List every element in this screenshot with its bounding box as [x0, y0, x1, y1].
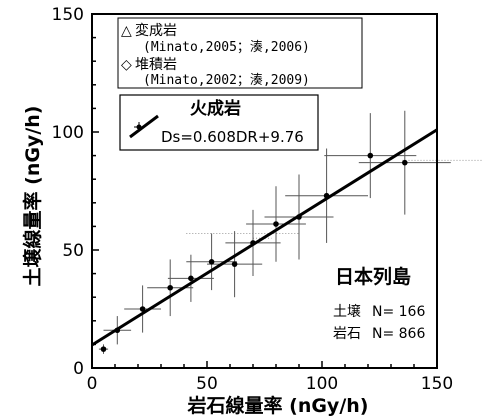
- legend-igneous-label: 火成岩: [190, 98, 241, 119]
- faint-segments: [186, 159, 483, 239]
- axis-ticks: 0 50 100 150 0 50 100 150: [52, 5, 454, 394]
- x-tick-label: 150: [421, 374, 453, 394]
- x-axis-title: 岩石線量率 (nGy/h): [187, 394, 369, 417]
- x-tick-label: 50: [196, 374, 218, 394]
- legend-sedimentary-label: 堆積岩: [135, 57, 177, 73]
- data-point: [402, 159, 408, 166]
- soil-count: N= 166: [372, 304, 425, 320]
- data-point: [167, 284, 173, 291]
- legend-metamorphic-symbol: △: [121, 23, 132, 39]
- regression-equation: Ds=0.608DR+9.76: [161, 128, 304, 146]
- y-tick-label: 100: [52, 123, 84, 143]
- legend-igneous-marker: [136, 124, 142, 130]
- legend-reference: △ 変成岩 (Minato,2005；湊,2006) ◇ 堆積岩 (Minato…: [117, 17, 363, 89]
- data-point: [273, 221, 279, 227]
- plot-frame: [91, 13, 438, 369]
- y-tick-label: 150: [52, 5, 84, 25]
- y-axis-title: 土壌線量率 (nGy/h): [21, 106, 44, 287]
- legend-metamorphic-source: (Minato,2005；湊,2006): [143, 40, 310, 55]
- legend-reference-box: [117, 17, 363, 89]
- data-point: [367, 152, 374, 159]
- data-point: [188, 275, 194, 282]
- soil-label: 土壌: [333, 304, 361, 320]
- x-tick-label: 100: [306, 374, 338, 394]
- legend-sedimentary-symbol: ◇: [121, 57, 132, 73]
- legend-sedimentary-source: (Minato,2002；湊,2009): [143, 73, 310, 88]
- rock-label: 岩石: [333, 326, 361, 342]
- region-label: 日本列島: [335, 265, 411, 288]
- legend-igneous-box: [119, 94, 319, 151]
- data-point: [139, 306, 146, 312]
- data-point: [100, 346, 107, 352]
- legend-igneous: 火成岩 Ds=0.608DR+9.76: [119, 94, 319, 151]
- y-tick-label: 50: [62, 241, 84, 261]
- data-point: [231, 261, 238, 267]
- x-tick-label: 0: [87, 374, 98, 394]
- data-points: [100, 152, 408, 352]
- data-point: [208, 259, 215, 265]
- regression-line: [91, 128, 438, 347]
- legend-metamorphic-label: 変成岩: [135, 22, 177, 39]
- y-tick-label: 0: [73, 359, 84, 379]
- rock-count: N= 866: [372, 326, 425, 342]
